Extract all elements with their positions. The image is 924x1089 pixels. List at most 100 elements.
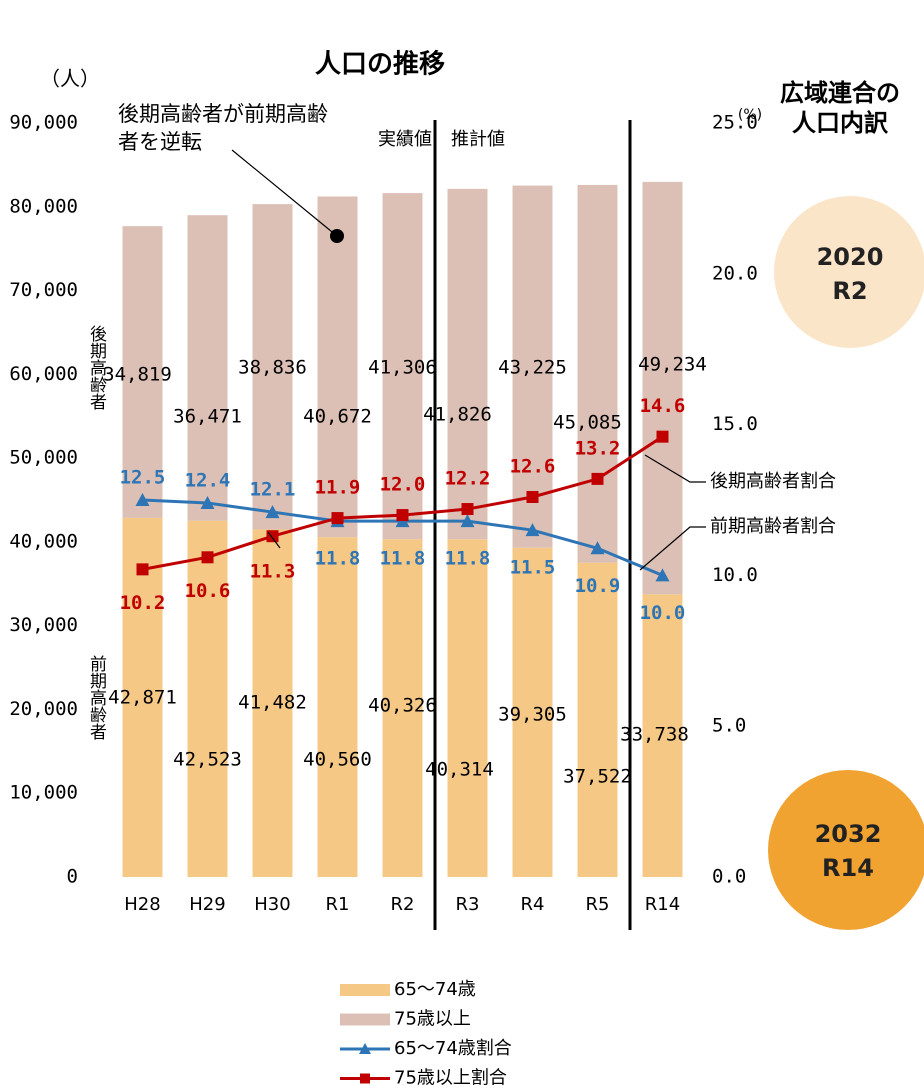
- bar: [512, 547, 553, 877]
- badge-year: 2032: [815, 820, 882, 848]
- y2-axis-label: (%): [738, 107, 762, 123]
- marker: [135, 493, 150, 506]
- badge-era: R14: [822, 854, 874, 882]
- x-tick-label: R5: [586, 894, 610, 915]
- bar: [122, 226, 163, 518]
- y-tick-label: 10,000: [9, 782, 78, 804]
- y-tick-label: 60,000: [9, 363, 78, 385]
- marker: [136, 563, 149, 576]
- line-value-label: 12.2: [445, 468, 491, 490]
- legend-label: 65～74歳: [394, 979, 476, 1000]
- y-tick-label: 30,000: [9, 614, 78, 636]
- line-value-label: 11.5: [510, 557, 556, 579]
- phase-label: 推計値: [451, 129, 505, 150]
- bar: [577, 184, 618, 563]
- line-value-label: 11.8: [380, 548, 426, 570]
- bar-value-label: 40,314: [425, 759, 494, 781]
- line-value-label: 12.4: [185, 470, 231, 492]
- legend-swatch: [340, 984, 390, 996]
- y-tick-label: 80,000: [9, 195, 78, 217]
- bar-value-label: 40,326: [368, 695, 437, 717]
- legend-swatch: [359, 1043, 371, 1054]
- line-value-label: 11.8: [315, 548, 361, 570]
- line-value-label: 11.3: [250, 561, 296, 583]
- stack-label: 前期高齢者: [86, 655, 107, 740]
- x-tick-label: R3: [456, 894, 480, 915]
- marker: [591, 472, 604, 485]
- bar-value-label: 41,482: [238, 692, 307, 714]
- y2-tick-label: 20.0: [712, 262, 758, 284]
- x-tick-label: R1: [326, 894, 350, 915]
- side-title: 広域連合の人口内訳: [780, 79, 900, 137]
- legend-swatch: [340, 1013, 390, 1026]
- bar-value-label: 42,871: [108, 687, 177, 709]
- y2-tick-label: 15.0: [712, 413, 758, 435]
- line-annotation: 後期高齢者割合: [710, 471, 836, 492]
- line-value-label: 12.6: [510, 455, 556, 477]
- line-value-label: 14.6: [640, 395, 686, 417]
- bar-value-label: 38,836: [238, 357, 307, 379]
- pointer-dot: [330, 229, 344, 243]
- bar-value-label: 40,672: [303, 406, 372, 428]
- legend-label: 65～74歳割合: [394, 1038, 512, 1059]
- marker: [525, 523, 540, 537]
- bar: [317, 537, 358, 877]
- bar-value-label: 42,523: [173, 749, 242, 771]
- marker: [461, 503, 474, 516]
- line-value-label: 11.8: [445, 548, 491, 570]
- bar: [642, 181, 683, 595]
- x-tick-label: R2: [391, 894, 415, 915]
- badge-circle: [768, 770, 924, 930]
- bar-value-label: 39,305: [498, 704, 567, 726]
- marker: [526, 490, 539, 503]
- bar: [512, 185, 553, 548]
- bar-value-label: 41,306: [368, 357, 437, 379]
- phase-label: 実績値: [378, 129, 432, 150]
- bar: [317, 196, 358, 538]
- bar: [122, 517, 163, 877]
- bar: [447, 188, 488, 540]
- bar: [382, 193, 423, 540]
- line-value-label: 10.6: [185, 580, 231, 602]
- bar-value-label: 40,560: [303, 749, 372, 771]
- y2-tick-label: 0.0: [712, 866, 746, 888]
- bar-value-label: 49,234: [638, 354, 707, 376]
- annotation: 後期高齢者が前期高齢者を逆転: [118, 102, 328, 154]
- marker: [590, 541, 605, 555]
- marker: [656, 430, 669, 443]
- y2-tick-label: 10.0: [712, 564, 758, 586]
- y2-tick-label: 5.0: [712, 715, 746, 737]
- line-value-label: 12.5: [120, 467, 166, 489]
- marker: [200, 496, 215, 510]
- marker: [331, 512, 344, 525]
- line-annotation: 前期高齢者割合: [710, 516, 836, 537]
- bar: [447, 539, 488, 877]
- y-tick-label: 40,000: [9, 530, 78, 552]
- bar: [577, 562, 618, 877]
- legend-label: 75歳以上割合: [394, 1068, 507, 1089]
- line-value-label: 10.2: [120, 592, 166, 614]
- legend-swatch: [360, 1073, 370, 1084]
- bar-value-label: 43,225: [498, 357, 567, 379]
- marker: [396, 509, 409, 522]
- y-tick-label: 20,000: [9, 698, 78, 720]
- bar-value-label: 41,826: [423, 404, 492, 426]
- pointer: [644, 454, 706, 483]
- marker: [265, 505, 280, 519]
- y-tick-label: 90,000: [9, 112, 78, 134]
- badge-circle: [774, 196, 924, 348]
- y-tick-label: 50,000: [9, 447, 78, 469]
- pointer: [267, 531, 281, 549]
- bar: [187, 215, 228, 521]
- y2-tick-label: 25.0: [712, 112, 758, 134]
- legend-label: 75歳以上: [394, 1009, 471, 1030]
- bar: [187, 520, 228, 877]
- line-value-label: 13.2: [575, 437, 621, 459]
- x-tick-label: H30: [254, 894, 290, 915]
- line-value-label: 12.1: [250, 479, 296, 501]
- badge-era: R2: [832, 277, 867, 305]
- marker: [655, 568, 670, 582]
- line-value-label: 10.0: [640, 602, 686, 624]
- bar-value-label: 45,085: [553, 412, 622, 434]
